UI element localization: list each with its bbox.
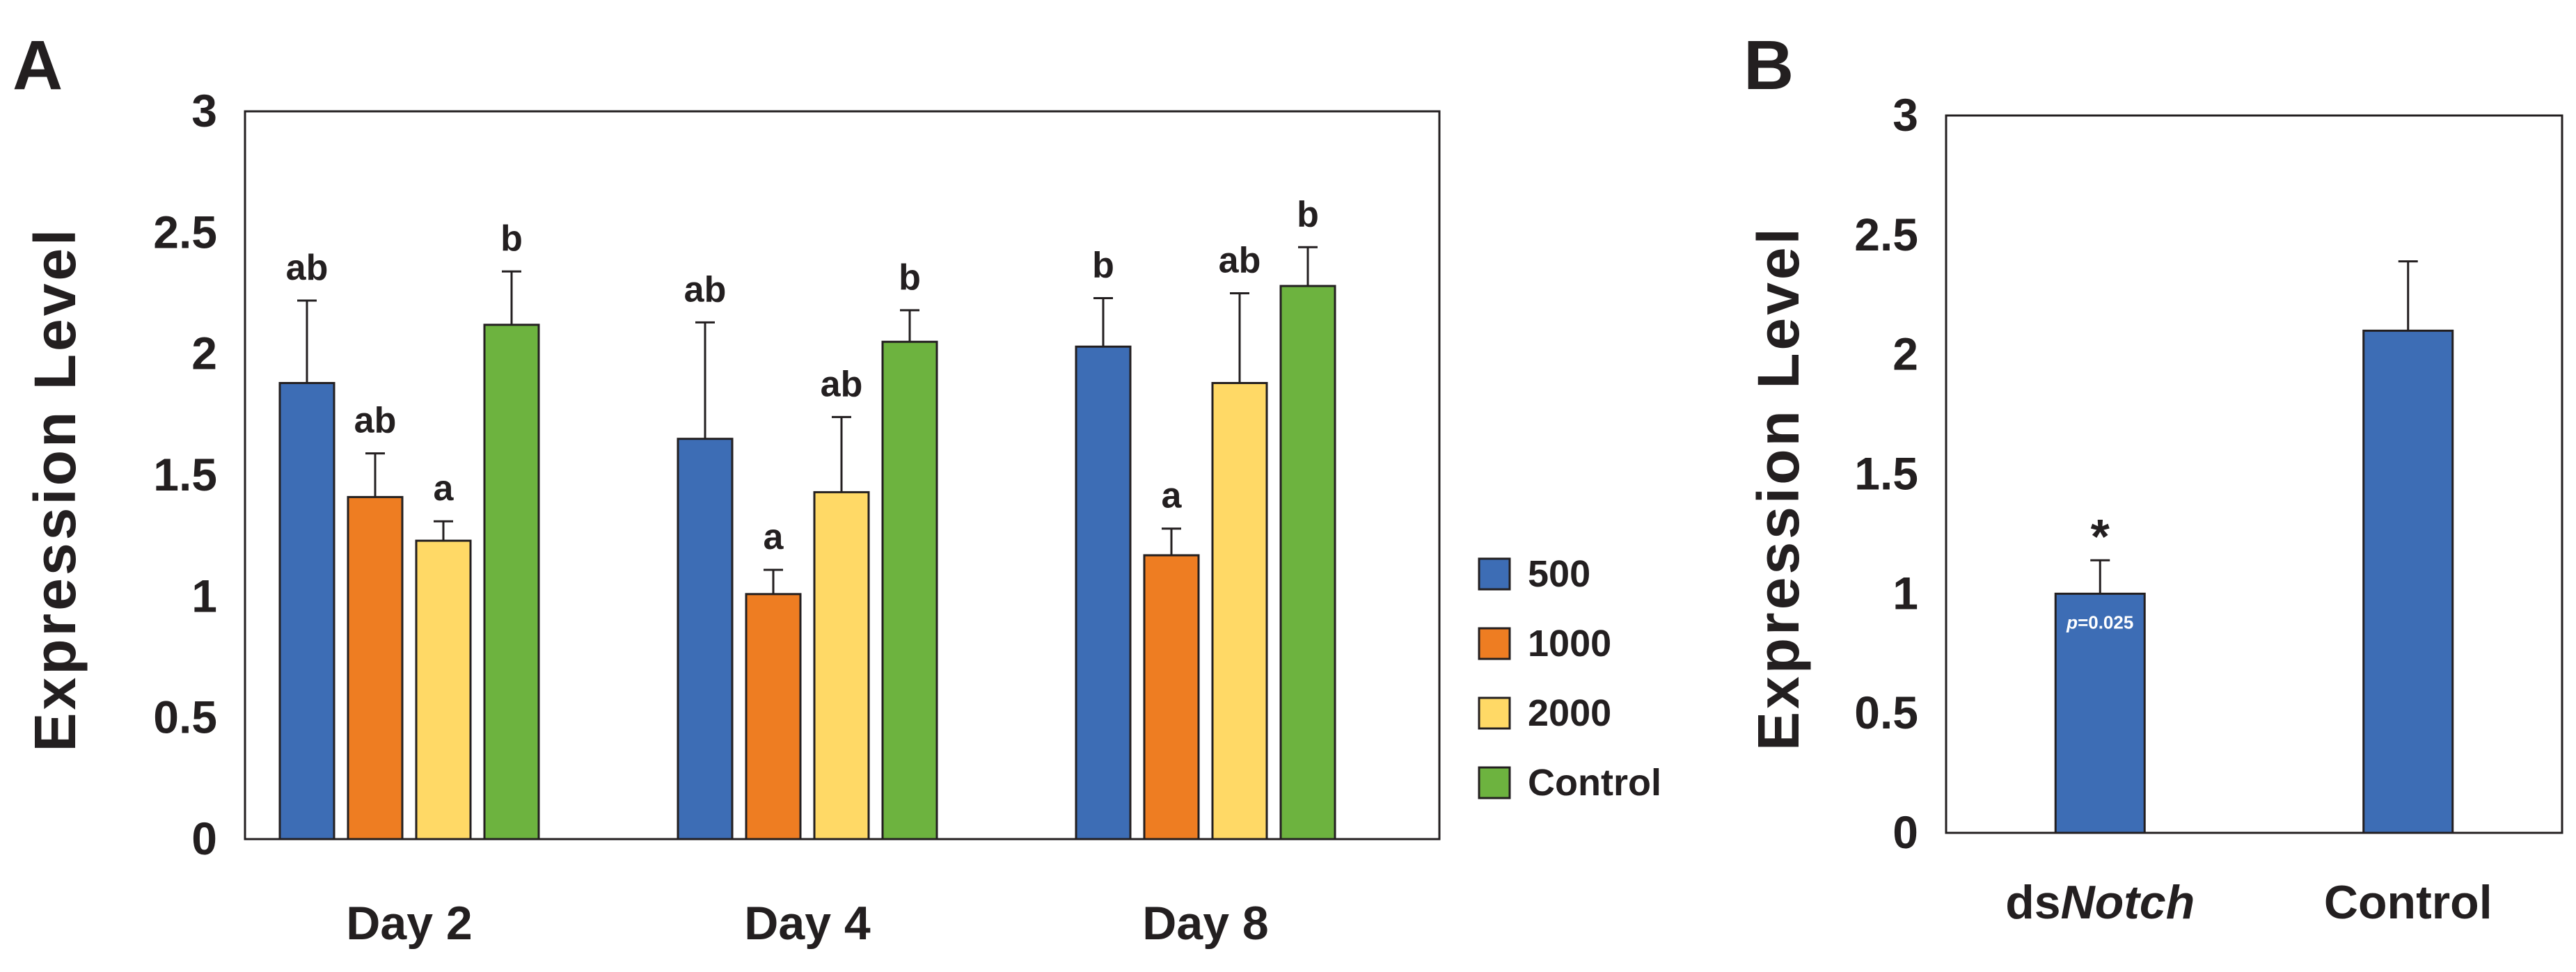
y-tick-label: 0.5 <box>1854 687 1918 738</box>
significance-letter: b <box>899 257 921 298</box>
panel-b-chart: 0 0.5 1 1.5 2 2.5 3 Expression Level * p=0.025 dsN… <box>1746 89 2563 929</box>
x-category-label: Control <box>2324 876 2492 929</box>
significance-letter: b <box>1092 245 1114 285</box>
y-tick-label: 3 <box>191 85 217 136</box>
panel-b-label: B <box>1744 26 1794 104</box>
significance-letter: ab <box>354 401 397 441</box>
bar-1000-day-3 <box>1143 554 1200 840</box>
y-tick-label: 2 <box>191 328 217 379</box>
y-axis-label: Expression Level <box>22 227 88 752</box>
significance-letter: a <box>764 517 784 557</box>
bar-1000-day-1 <box>347 495 404 840</box>
x-category-label: Day 8 <box>1142 897 1268 950</box>
y-tick-label: 0 <box>191 813 217 864</box>
legend-label-2000: 2000 <box>1528 692 1611 734</box>
significance-letter: b <box>1297 194 1319 234</box>
significance-letter: a <box>1162 476 1183 516</box>
significance-letter: a <box>434 468 455 509</box>
y-tick-label: 1.5 <box>1854 448 1918 500</box>
x-category-label: Day 2 <box>346 897 472 950</box>
x-category-label: Day 4 <box>744 897 871 950</box>
bar-500-day-3 <box>1075 345 1132 840</box>
bar-control-day-2 <box>881 340 938 840</box>
legend-swatch-1000 <box>1478 627 1511 660</box>
significance-letter: ab <box>286 248 329 288</box>
y-tick-label: 1 <box>191 570 217 621</box>
bar-control <box>2362 329 2454 834</box>
legend-label-1000: 1000 <box>1528 623 1611 664</box>
legend-swatch-500 <box>1478 557 1511 591</box>
y-axis-label: Expression Level <box>1746 225 1811 751</box>
bar-500-day-2 <box>677 438 734 840</box>
bar-2000-day-2 <box>813 491 870 840</box>
significance-star: * <box>2091 509 2110 564</box>
y-tick-label: 1 <box>1893 567 1918 619</box>
y-tick-label: 3 <box>1893 89 1918 141</box>
y-tick-label: 2.5 <box>153 206 217 257</box>
significance-letter: ab <box>821 364 863 404</box>
legend-swatch-2000 <box>1478 696 1511 730</box>
y-tick-label: 2.5 <box>1854 209 1918 260</box>
significance-letter: ab <box>1219 241 1261 281</box>
legend-label-500: 500 <box>1528 553 1590 595</box>
significance-letter: b <box>500 218 523 259</box>
plot-frame <box>1945 114 2563 834</box>
y-tick-label: 2 <box>1893 328 1918 380</box>
bar-1000-day-2 <box>745 593 802 840</box>
bar-control-day-1 <box>483 324 540 840</box>
legend-swatch-control <box>1478 766 1511 799</box>
y-tick-label: 0.5 <box>153 692 217 743</box>
y-tick-label: 0 <box>1893 806 1918 858</box>
panel-a-label: A <box>13 26 63 104</box>
x-category-label: dsNotch <box>2005 876 2195 929</box>
legend-label-control: Control <box>1528 762 1661 804</box>
bar-2000-day-3 <box>1211 382 1268 840</box>
bar-control-day-3 <box>1279 285 1336 840</box>
bar-2000-day-1 <box>415 539 472 840</box>
significance-letter: ab <box>684 269 727 310</box>
bar-dsnotch <box>2054 592 2146 834</box>
p-value-label: p=0.025 <box>2066 612 2133 632</box>
y-tick-label: 1.5 <box>153 449 217 500</box>
bar-500-day-1 <box>278 382 335 840</box>
